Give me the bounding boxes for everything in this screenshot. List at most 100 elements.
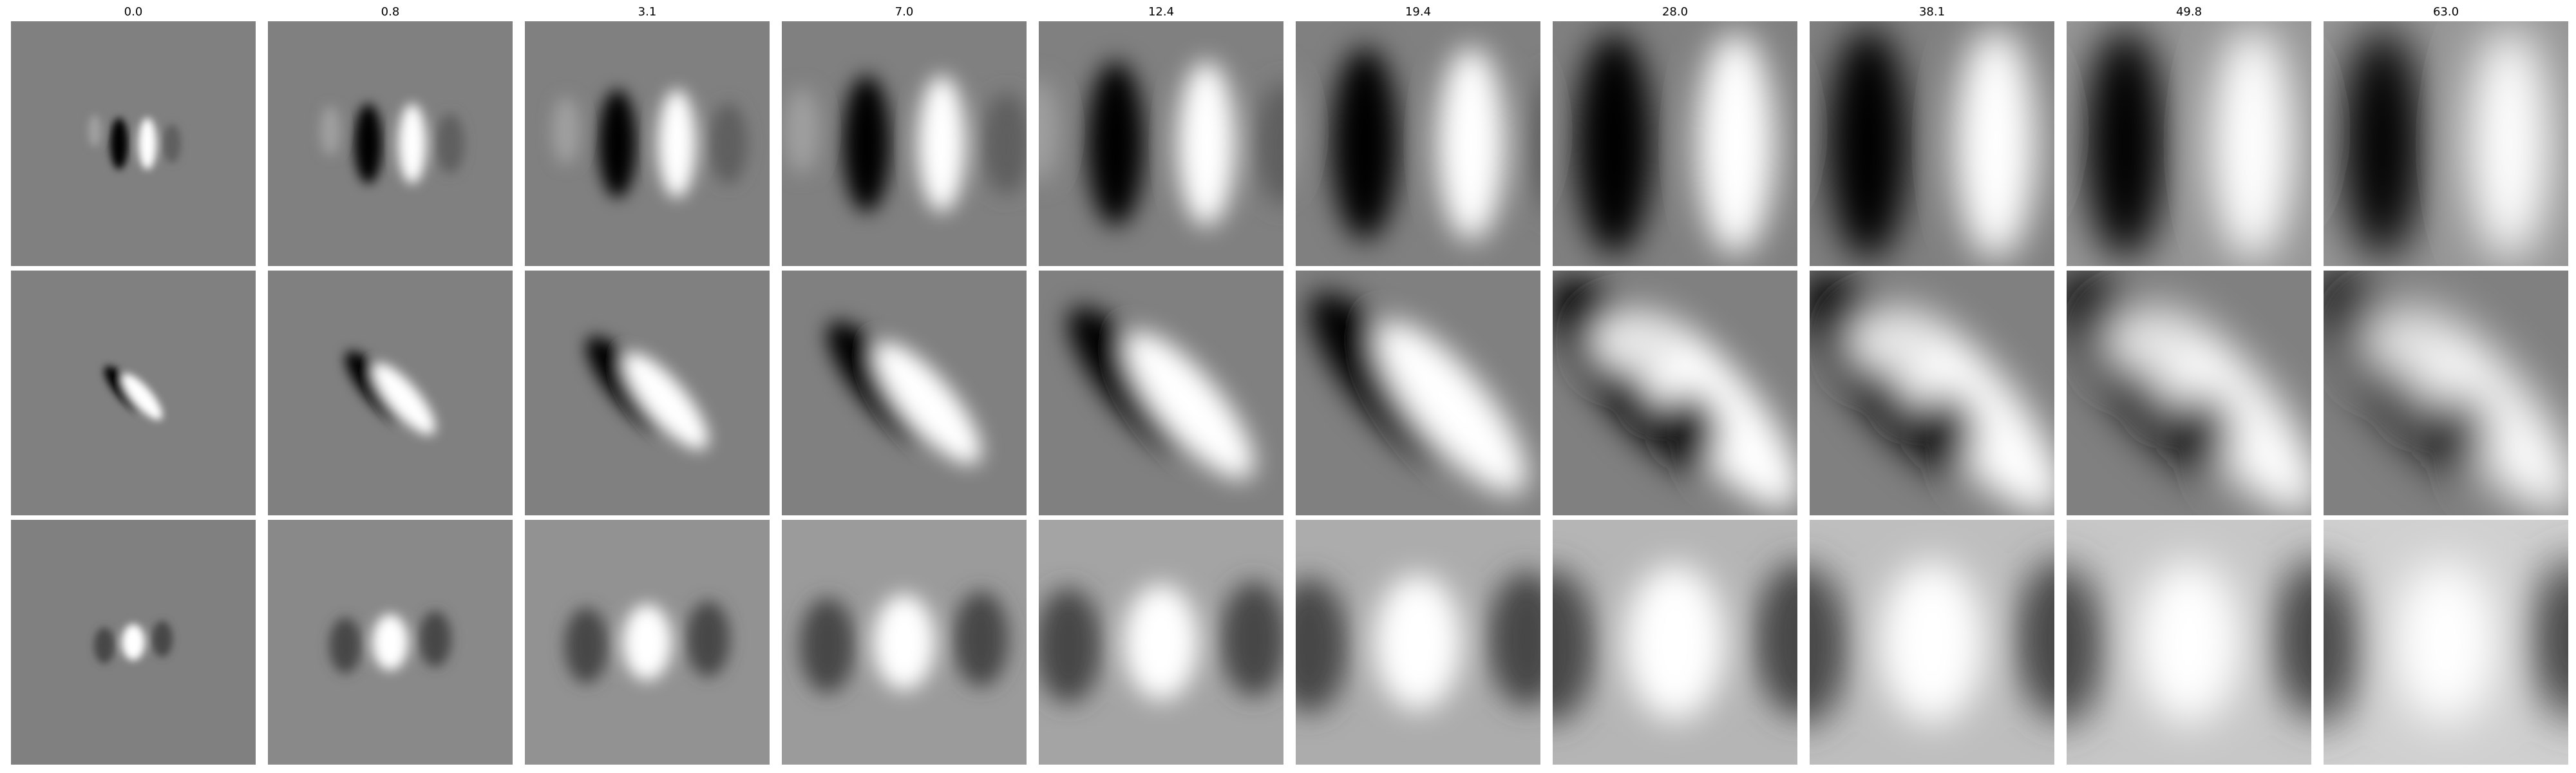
- intensity-blob: [152, 621, 173, 657]
- filter-image: [525, 21, 770, 266]
- column-title: 63.0: [2432, 5, 2459, 19]
- filter-panel: [1296, 21, 1540, 266]
- intensity-blob: [873, 594, 935, 691]
- filter-image: [525, 520, 770, 765]
- intensity-blob: [1553, 568, 1595, 723]
- panel-background: [268, 21, 513, 266]
- filter-image: [2067, 520, 2311, 765]
- filter-image: [2324, 271, 2568, 515]
- filter-image: [2324, 520, 2568, 765]
- column-title: 12.4: [1148, 5, 1175, 19]
- column-title: 28.0: [1662, 5, 1689, 19]
- intensity-blob: [1296, 109, 1298, 153]
- intensity-blob: [419, 611, 451, 667]
- intensity-blob: [953, 591, 1009, 687]
- filter-image: [1553, 21, 1797, 266]
- intensity-blob: [2342, 28, 2423, 260]
- filter-panel: [11, 520, 256, 765]
- intensity-blob: [982, 92, 1027, 195]
- intensity-blob: [1177, 61, 1236, 226]
- intensity-blob: [1086, 61, 1145, 226]
- intensity-blob: [398, 104, 426, 184]
- intensity-blob: [2137, 561, 2241, 723]
- intensity-blob: [2530, 558, 2568, 720]
- intensity-blob: [1126, 331, 1255, 479]
- filter-panel: [782, 520, 1027, 765]
- filter-panel: [268, 21, 513, 266]
- filter-panel: [1553, 21, 1797, 266]
- intensity-blob: [2324, 565, 2362, 726]
- intensity-blob: [1848, 309, 1938, 374]
- column-title: 49.8: [2175, 5, 2202, 19]
- intensity-blob: [918, 75, 966, 212]
- filter-image: [1810, 520, 2054, 765]
- filter-image: [1810, 21, 2054, 266]
- intensity-blob: [875, 342, 981, 464]
- intensity-blob: [373, 363, 435, 435]
- intensity-blob: [94, 627, 115, 663]
- filter-panel: [2067, 520, 2311, 765]
- intensity-blob: [1697, 33, 1775, 254]
- intensity-blob: [2212, 28, 2293, 260]
- intensity-blob: [1124, 584, 1198, 700]
- filter-panel: [2067, 271, 2311, 515]
- intensity-blob: [800, 597, 855, 694]
- filter-panel: [1296, 520, 1540, 765]
- intensity-blob: [354, 104, 383, 184]
- filter-panel: [1553, 520, 1797, 765]
- intensity-blob: [1955, 28, 2036, 260]
- intensity-blob: [553, 97, 580, 165]
- intensity-blob: [1810, 565, 1848, 726]
- intensity-blob: [1529, 90, 1540, 198]
- intensity-blob: [709, 103, 748, 184]
- filter-image: [2324, 21, 2568, 266]
- filter-image: [1296, 271, 1540, 515]
- intensity-blob: [110, 118, 128, 169]
- filter-panel: [1553, 271, 1797, 515]
- intensity-blob: [436, 113, 464, 174]
- intensity-blob: [686, 601, 730, 677]
- column-title: 0.8: [381, 5, 400, 19]
- intensity-blob: [2273, 558, 2311, 720]
- intensity-blob: [2105, 309, 2195, 374]
- filter-panel: [1039, 520, 1283, 765]
- column-title: 38.1: [1918, 5, 1946, 19]
- filter-panel: [268, 520, 513, 765]
- intensity-blob: [329, 617, 362, 674]
- filter-panel: [1296, 271, 1540, 515]
- filter-image: [268, 21, 513, 266]
- intensity-blob: [1220, 581, 1283, 697]
- intensity-blob: [1374, 575, 1462, 710]
- intensity-blob: [1296, 578, 1349, 713]
- filter-image: [11, 271, 256, 515]
- intensity-blob: [138, 118, 156, 169]
- intensity-blob: [2469, 28, 2550, 260]
- filter-image: [1810, 271, 2054, 515]
- filter-panel: [782, 271, 1027, 515]
- intensity-blob: [658, 90, 696, 198]
- filter-panel: [1810, 520, 2054, 765]
- filter-image: [1039, 21, 1283, 266]
- intensity-blob: [1755, 561, 1797, 717]
- filter-image: [268, 520, 513, 765]
- filter-panel: [1810, 21, 2054, 266]
- filter-image: [11, 520, 256, 765]
- intensity-blob: [2016, 558, 2054, 720]
- intensity-blob: [320, 106, 341, 156]
- intensity-blob: [1913, 393, 1977, 470]
- filter-image: [1553, 520, 1797, 765]
- intensity-blob: [1880, 561, 1984, 723]
- filter-image: [782, 520, 1027, 765]
- filter-image: [1553, 271, 1797, 515]
- intensity-blob: [784, 88, 819, 174]
- filter-panel: [525, 21, 770, 266]
- intensity-blob: [2394, 561, 2498, 723]
- filter-image: [1039, 520, 1283, 765]
- intensity-blob: [372, 614, 408, 671]
- intensity-blob: [2085, 28, 2166, 260]
- column-title: 3.1: [638, 5, 657, 19]
- filter-image: [11, 21, 256, 266]
- intensity-blob: [842, 75, 891, 212]
- filter-panel: [1039, 271, 1283, 515]
- filter-panel: [525, 271, 770, 515]
